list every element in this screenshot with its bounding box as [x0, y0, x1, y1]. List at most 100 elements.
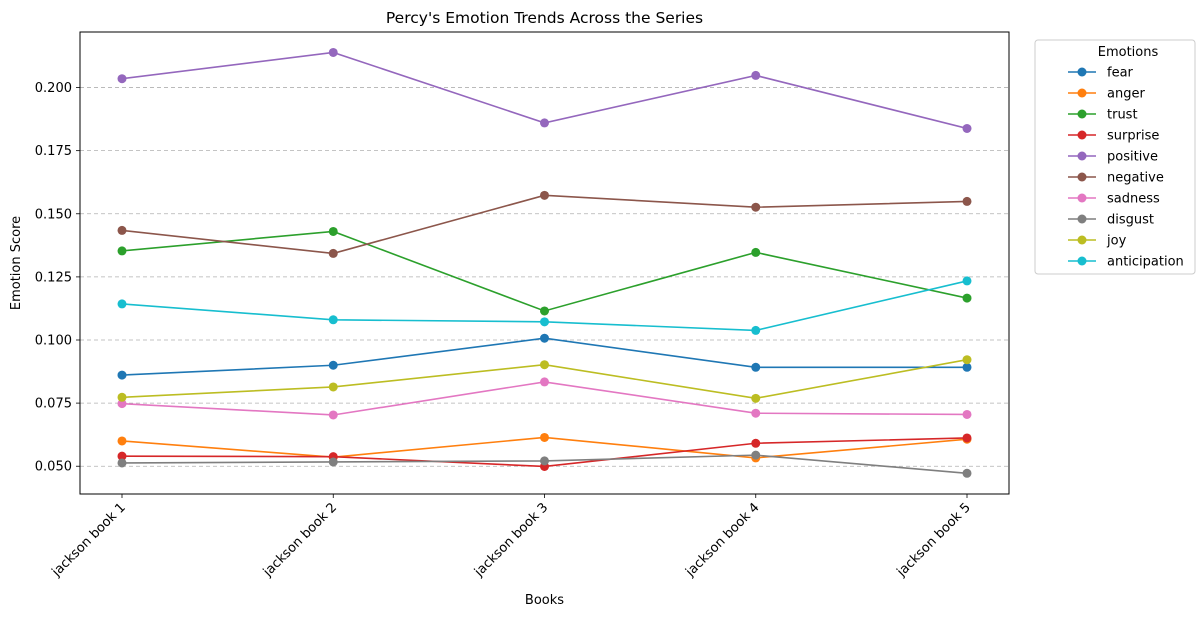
- data-point-disgust: [962, 468, 972, 478]
- plot-frame: [79, 31, 1010, 495]
- data-point-trust: [751, 247, 761, 257]
- x-tick-label: jackson book 5: [894, 500, 974, 580]
- legend-swatch-marker: [1077, 88, 1087, 98]
- series-line-positive: [121, 51, 968, 130]
- legend-label: negative: [1107, 171, 1164, 186]
- legend-label: anger: [1107, 87, 1145, 102]
- data-point-fear: [117, 370, 127, 380]
- data-point-anticipation: [751, 325, 761, 335]
- y-tick-label: 0.175: [35, 144, 72, 159]
- x-tick-label: jackson book 2: [260, 500, 340, 580]
- legend-title: Emotions: [1098, 45, 1159, 60]
- legend-item-disgust: disgust: [1068, 213, 1154, 228]
- legend-label: disgust: [1107, 213, 1154, 228]
- data-point-disgust: [328, 457, 338, 467]
- data-point-positive: [328, 47, 338, 57]
- data-point-surprise: [962, 433, 972, 443]
- data-point-sadness: [117, 399, 127, 409]
- data-point-trust: [540, 306, 549, 316]
- y-tick-label: 0.100: [35, 334, 72, 349]
- data-point-sadness: [962, 409, 972, 419]
- y-tick-label: 0.125: [35, 270, 72, 285]
- legend-item-anticipation: anticipation: [1068, 255, 1184, 270]
- legend-item-surprise: surprise: [1068, 129, 1159, 144]
- series-anticipation: [117, 276, 972, 335]
- legend-item-anger: anger: [1068, 87, 1145, 102]
- data-point-anticipation: [117, 299, 127, 309]
- data-point-joy: [751, 393, 761, 403]
- series-disgust: [117, 450, 972, 478]
- series-fear: [117, 333, 972, 380]
- legend-swatch-marker: [1077, 214, 1087, 224]
- series-positive: [117, 47, 972, 133]
- data-point-disgust: [751, 450, 761, 460]
- legend-label: positive: [1107, 150, 1158, 165]
- data-point-positive: [117, 74, 127, 84]
- data-point-negative: [540, 190, 549, 200]
- legend-frame: [1034, 39, 1196, 275]
- data-point-negative: [962, 196, 972, 206]
- data-point-fear: [751, 362, 761, 372]
- y-tick-label: 0.200: [35, 81, 72, 96]
- legend-item-joy: joy: [1068, 234, 1127, 249]
- y-tick-label: 0.075: [35, 397, 72, 412]
- series-trust: [117, 226, 972, 316]
- legend-swatch-marker: [1077, 109, 1087, 119]
- legend-swatch-marker: [1077, 67, 1087, 77]
- data-point-joy: [962, 355, 972, 365]
- data-point-sadness: [540, 377, 549, 387]
- data-point-trust: [117, 246, 127, 256]
- series-joy: [117, 355, 972, 403]
- data-point-trust: [962, 293, 972, 303]
- legend-item-fear: fear: [1068, 66, 1134, 81]
- data-point-anticipation: [962, 276, 972, 286]
- legend-swatch-marker: [1077, 193, 1087, 203]
- data-point-negative: [117, 225, 127, 235]
- x-tick-label: jackson book 3: [471, 500, 551, 580]
- legend-label: surprise: [1107, 129, 1159, 144]
- data-point-positive: [751, 70, 761, 80]
- data-point-sadness: [328, 410, 338, 420]
- legend-swatch-marker: [1077, 172, 1087, 182]
- series-line-negative: [121, 194, 968, 255]
- legend-item-negative: negative: [1068, 171, 1164, 186]
- data-point-disgust: [117, 458, 127, 468]
- x-tick-label: jackson book 4: [682, 500, 762, 580]
- data-point-joy: [328, 382, 338, 392]
- data-point-anger: [540, 432, 549, 442]
- data-point-surprise: [117, 451, 127, 461]
- data-point-negative: [328, 248, 338, 258]
- legend-swatch-marker: [1077, 151, 1087, 161]
- legend-swatch-marker: [1077, 235, 1087, 245]
- data-point-anticipation: [328, 315, 338, 325]
- data-point-surprise: [751, 438, 761, 448]
- series-layer: [117, 47, 972, 478]
- series-line-sadness: [121, 381, 968, 416]
- legend-item-sadness: sadness: [1068, 192, 1160, 207]
- x-axis: jackson book 1 jackson book 2 jackson book…: [49, 494, 974, 580]
- data-point-fear: [328, 360, 338, 370]
- data-point-anger: [117, 436, 127, 446]
- data-point-fear: [962, 362, 972, 372]
- y-tick-label: 0.150: [35, 207, 72, 222]
- x-tick-label: jackson book 1: [49, 500, 129, 580]
- data-point-joy: [540, 360, 549, 370]
- series-line-trust: [121, 230, 968, 312]
- data-point-sadness: [751, 408, 761, 418]
- legend: Emotions fear anger trust surprise positive n…: [1034, 39, 1196, 275]
- x-axis-title: Books: [525, 593, 564, 608]
- series-sadness: [117, 377, 972, 420]
- legend-item-positive: positive: [1068, 150, 1158, 165]
- legend-label: fear: [1107, 66, 1134, 81]
- data-point-trust: [328, 226, 338, 236]
- series-line-fear: [121, 337, 967, 376]
- series-negative: [117, 190, 972, 258]
- legend-label: anticipation: [1107, 255, 1184, 270]
- data-point-joy: [117, 392, 127, 402]
- legend-item-trust: trust: [1068, 108, 1138, 123]
- y-axis: 0.050 0.075 0.100 0.125 0.150 0.175 0.200: [35, 81, 80, 475]
- data-point-disgust: [540, 456, 549, 466]
- series-surprise: [117, 433, 972, 471]
- legend-label: trust: [1107, 108, 1138, 123]
